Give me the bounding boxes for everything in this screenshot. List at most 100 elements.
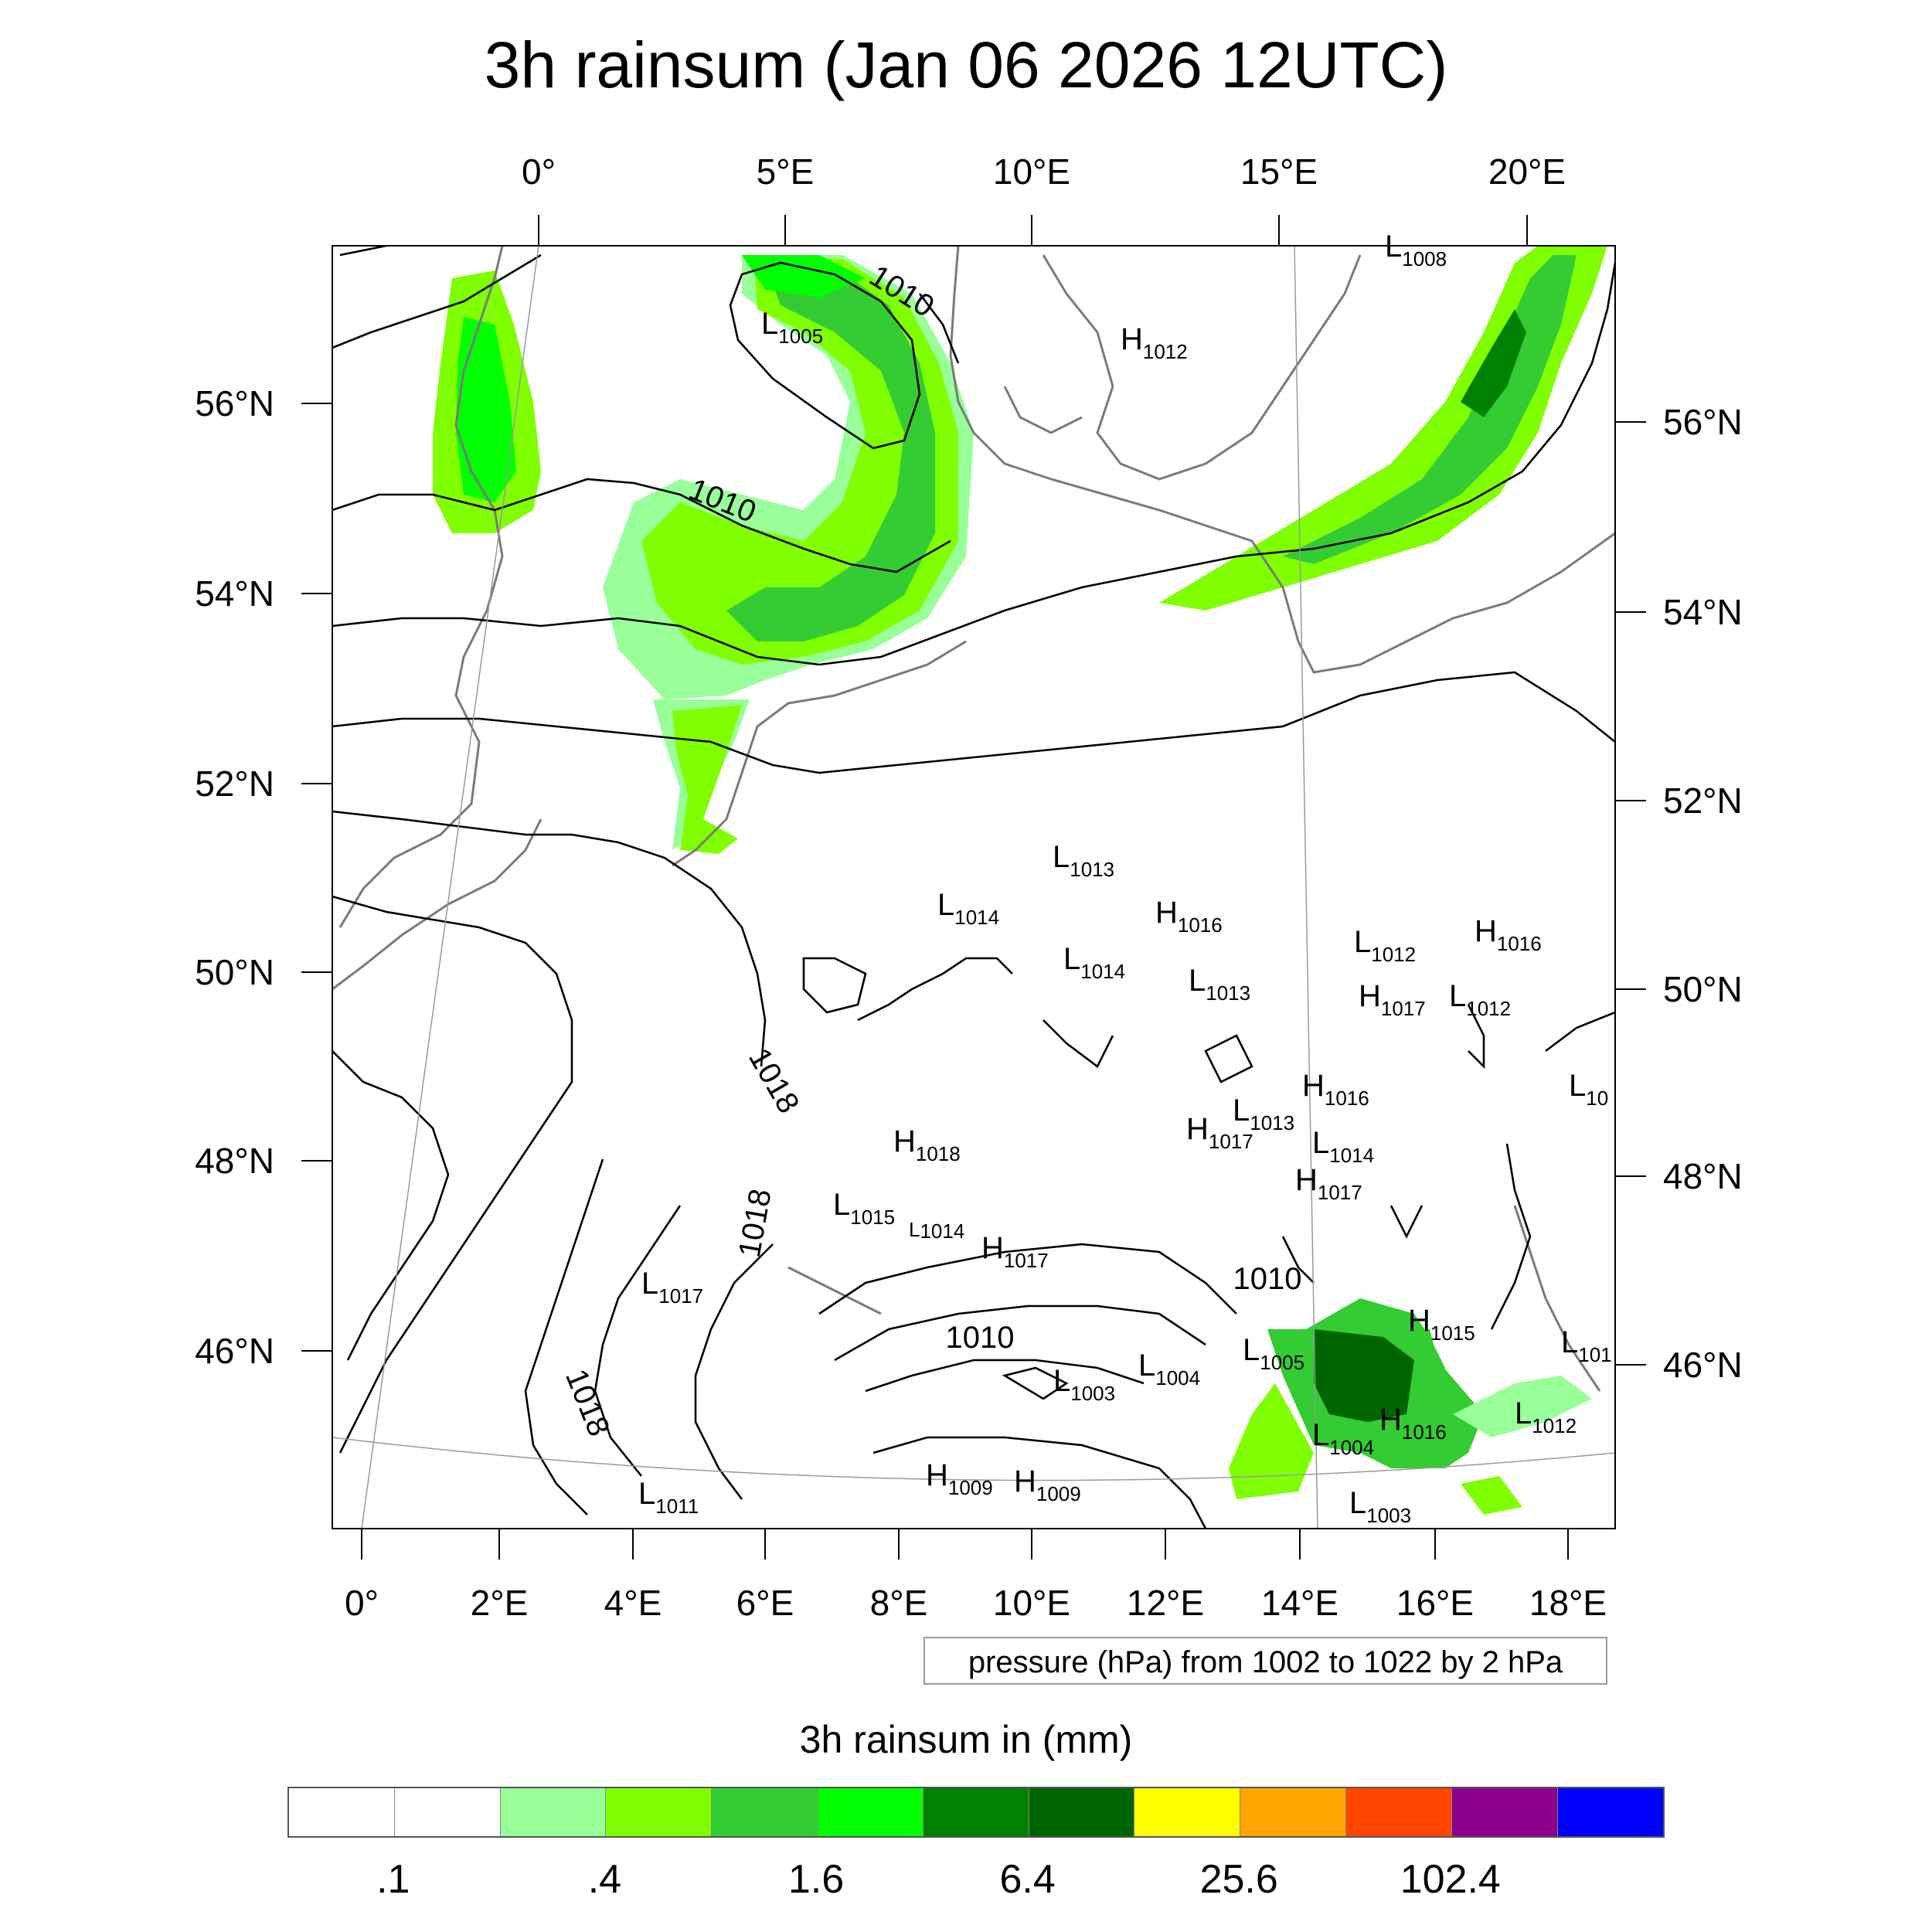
colorbar-swatch: [817, 1788, 923, 1836]
isobars: [332, 246, 1615, 1529]
isobar: [1043, 1019, 1114, 1068]
pressure-center-label: L1014: [1312, 1126, 1374, 1167]
rain-area: [1159, 246, 1607, 611]
bottom-lon-label: 0°: [345, 1583, 379, 1623]
left-lat-label: 54°N: [195, 573, 274, 614]
colorbar-swatch: [1557, 1788, 1664, 1836]
pressure-center-label: L1003: [1349, 1486, 1411, 1527]
contour-note: pressure (hPa) from 1002 to 1022 by 2 hP…: [923, 1637, 1607, 1685]
bottom-lon-label: 8°E: [870, 1583, 928, 1623]
right-lat-label: 54°N: [1663, 592, 1743, 632]
pressure-center-label: L1015: [833, 1188, 895, 1229]
colorbar-swatch: [1451, 1788, 1558, 1836]
pressure-center-label: H1017: [1186, 1112, 1253, 1153]
isobar: [1281, 1236, 1315, 1284]
top-lon-label: 5°E: [757, 151, 815, 192]
map-frame: [332, 245, 1616, 1529]
coastline: [1003, 386, 1083, 434]
isobar: [834, 1304, 1206, 1362]
left-lat-label: 52°N: [195, 764, 274, 804]
right-lat-label: 46°N: [1663, 1345, 1743, 1385]
colorbar-swatch: [712, 1788, 818, 1836]
bottom-lon-label: 12°E: [1127, 1583, 1204, 1623]
isobar: [1389, 1205, 1423, 1239]
bottom-lon-label: 14°E: [1261, 1583, 1338, 1623]
isobar: [918, 293, 960, 364]
tick-marks: [301, 215, 1646, 1560]
pressure-center-label: H1015: [1408, 1304, 1475, 1345]
coastlines: [332, 246, 1615, 1392]
isobar: [332, 810, 767, 1067]
isobar: [865, 1359, 1145, 1393]
pressure-center-label: H1016: [1302, 1069, 1369, 1110]
left-lat-label: 46°N: [195, 1331, 274, 1371]
rain-area: [1229, 1383, 1314, 1499]
isobar: [332, 1050, 450, 1361]
pressure-center-label: H1009: [1014, 1464, 1081, 1505]
isobar-label: 1010: [946, 1321, 1015, 1355]
colorbar-swatch: [289, 1788, 395, 1836]
left-lat-label: 56°N: [195, 383, 274, 423]
top-lon-label: 0°: [522, 151, 556, 192]
bottom-lon-label: 10°E: [993, 1583, 1070, 1623]
coastline: [338, 246, 504, 928]
colorbar-swatch: [1029, 1788, 1135, 1836]
isobar: [1545, 1011, 1615, 1053]
isobar: [694, 1243, 774, 1500]
bottom-lon-label: 4°E: [604, 1583, 662, 1623]
coastline: [672, 640, 967, 867]
colorbar-swatch: [394, 1788, 501, 1836]
coastline: [332, 818, 543, 991]
rain-area: [1461, 1476, 1522, 1515]
colorbar-tick-label: .1: [376, 1857, 410, 1902]
pressure-center-label: H1018: [893, 1124, 961, 1165]
isobar: [1002, 1366, 1069, 1400]
rain-area: [672, 705, 742, 854]
isobar: [524, 1158, 604, 1515]
pressure-center-label: H1017: [1359, 979, 1426, 1020]
pressure-center-label: L1005: [1243, 1333, 1304, 1374]
pressure-center-label: L1013: [1053, 840, 1114, 881]
colorbar-tick-label: 25.6: [1199, 1857, 1278, 1902]
graticule: [332, 246, 1615, 1529]
isobar: [818, 1243, 1237, 1315]
colorbar-swatch: [1345, 1788, 1452, 1836]
axis-labels: 0° 5°E 10°E 15°E 20°E 0° 2°E 4°E 6°E 8°E…: [195, 151, 1743, 1623]
coastline: [949, 246, 1615, 674]
left-lat-label: 50°N: [195, 952, 274, 992]
colorbar-swatch: [1240, 1788, 1346, 1836]
left-lat-label: 48°N: [195, 1141, 274, 1181]
rain-area: [1461, 309, 1526, 417]
pressure-center-label: L1014: [1063, 942, 1125, 983]
pressure-center-label: L1011: [638, 1477, 699, 1518]
rain-area: [726, 263, 935, 641]
pressure-center-label: H1016: [1379, 1403, 1447, 1444]
graticule-line: [361, 246, 539, 1529]
pressure-center-label: L1013: [1189, 964, 1250, 1005]
isobar: [332, 253, 542, 349]
pressure-center-label: L1012: [1354, 925, 1416, 966]
colorbar-tick-label: .4: [587, 1857, 622, 1902]
rain-area: [1453, 1376, 1592, 1437]
colorbar-swatch: [1134, 1788, 1241, 1836]
colorbar-swatch: [500, 1788, 607, 1836]
isobar-label: 1010: [1233, 1262, 1302, 1296]
isobar: [339, 246, 387, 257]
top-lon-label: 15°E: [1240, 151, 1318, 192]
right-lat-label: 52°N: [1663, 781, 1743, 821]
isobar-label: 1018: [733, 1186, 778, 1260]
isobar: [332, 478, 951, 573]
pressure-center-label: H1016: [1155, 896, 1223, 937]
isobar-label: 1018: [559, 1365, 616, 1441]
isobar: [872, 1436, 1207, 1529]
colorbar: [287, 1787, 1665, 1838]
isobar: [802, 957, 867, 1014]
rain-area: [1283, 255, 1577, 564]
pressure-center-label: H1017: [981, 1231, 1049, 1272]
pressure-center-label: L1004: [1138, 1349, 1200, 1389]
rain-area: [1314, 1329, 1414, 1422]
right-lat-label: 50°N: [1663, 969, 1743, 1009]
pressure-center-label: H1016: [1475, 914, 1542, 955]
isobar: [729, 261, 921, 450]
